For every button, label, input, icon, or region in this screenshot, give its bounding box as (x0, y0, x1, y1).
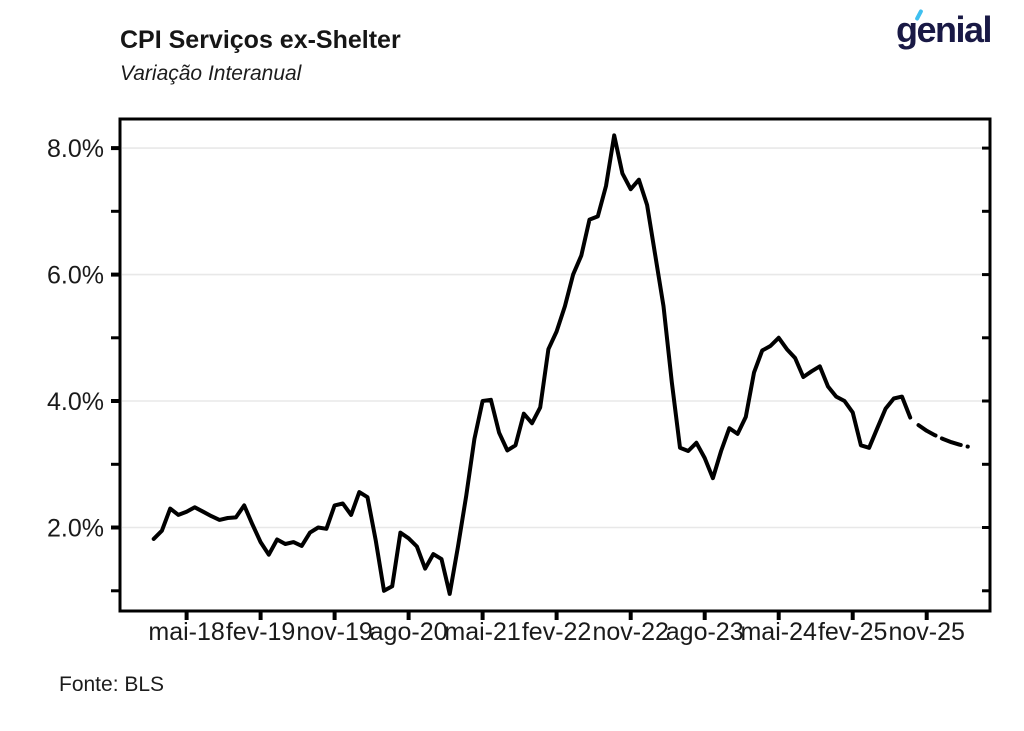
forecast-line (916, 423, 970, 449)
x-axis-tick-label: nov-22 (592, 618, 668, 646)
source-note: Fonte: BLS (59, 673, 165, 696)
x-axis-tick-label: nov-25 (888, 618, 964, 646)
x-axis-tick-label: fev-22 (522, 618, 591, 646)
chart-subtitle: Variação Interanual (120, 62, 302, 85)
genial-logo: genial (895, 8, 993, 51)
chart-title: CPI Serviços ex-Shelter (120, 26, 401, 54)
x-axis-tick-label: nov-19 (296, 618, 372, 646)
y-axis-tick-label: 2.0% (47, 515, 104, 543)
x-axis-tick-label: mai-24 (740, 618, 817, 646)
logo-text: genial (895, 9, 993, 50)
actual-line (151, 133, 913, 596)
x-axis-tick-label: ago-20 (370, 618, 448, 646)
x-axis-tick-label: ago-23 (666, 618, 744, 646)
plot-border (118, 117, 992, 613)
y-axis-tick-label: 6.0% (47, 262, 104, 290)
x-axis-tick-label: mai-21 (444, 618, 520, 646)
x-axis-tick-label: mai-18 (148, 618, 224, 646)
x-axis-tick-label: fev-19 (226, 618, 295, 646)
y-axis-tick-label: 8.0% (47, 135, 104, 163)
y-axis-tick-label: 4.0% (47, 388, 104, 416)
x-axis-tick-label: fev-25 (818, 618, 887, 646)
